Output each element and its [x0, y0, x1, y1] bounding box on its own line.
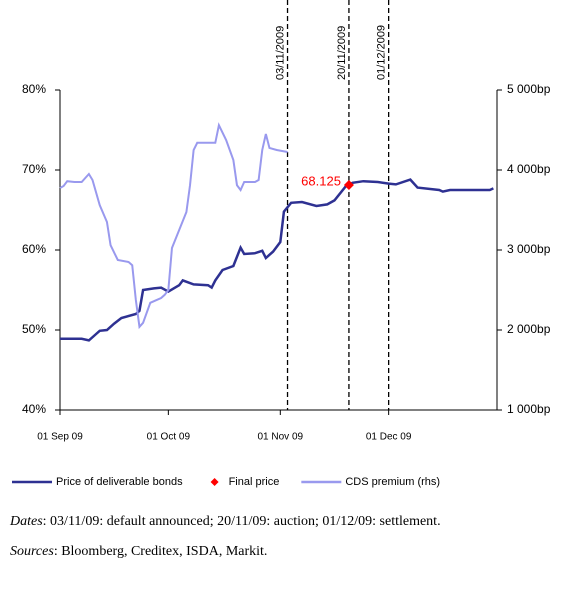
- x-tick-label: 01 Dec 09: [366, 432, 412, 443]
- y-tick-label: 40%: [22, 402, 46, 416]
- note-label: Sources: [10, 544, 54, 559]
- legend-label: CDS premium (rhs): [345, 476, 440, 488]
- y2-tick-label: 5 000bp: [507, 82, 551, 96]
- chart: 40% 50% 60% 70% 80% 1 000bp 2 000bp 3 000bp 4 00…: [12, 0, 551, 488]
- note: Sources: Bloomberg, Creditex, ISDA, Mark…: [10, 542, 550, 562]
- y-tick-label: 80%: [22, 82, 46, 96]
- y-tick-label: 70%: [22, 162, 46, 176]
- x-tick-label: 01 Sep 09: [37, 432, 83, 443]
- legend-label: Final price: [229, 476, 280, 488]
- x-tick-label: 01 Oct 09: [147, 432, 191, 443]
- final-price-marker: [343, 180, 354, 190]
- event-label: 20/11/2009: [336, 26, 348, 80]
- event-label: 01/12/2009: [376, 25, 388, 80]
- y2-tick-label: 4 000bp: [507, 162, 551, 176]
- notes: Dates: 03/11/09: default announced; 20/1…: [10, 512, 550, 572]
- y2-tick-label: 2 000bp: [507, 322, 551, 336]
- event-label: 03/11/2009: [274, 26, 286, 80]
- y-tick-label: 60%: [22, 242, 46, 256]
- data-label: 68.125: [301, 173, 341, 188]
- series-line: [59, 122, 288, 330]
- note-label: Dates: [10, 514, 43, 529]
- x-tick-label: 01 Nov 09: [258, 432, 304, 443]
- note: Dates: 03/11/09: default announced; 20/1…: [10, 512, 550, 532]
- note-text: : 03/11/09: default announced; 20/11/09:…: [42, 514, 441, 529]
- legend-marker: [210, 478, 219, 486]
- series-line: [60, 178, 494, 342]
- note-text: : Bloomberg, Creditex, ISDA, Markit.: [53, 544, 268, 559]
- legend-label: Price of deliverable bonds: [56, 476, 183, 488]
- y2-tick-label: 3 000bp: [507, 242, 551, 256]
- y2-tick-label: 1 000bp: [507, 402, 551, 416]
- y-tick-label: 50%: [22, 322, 46, 336]
